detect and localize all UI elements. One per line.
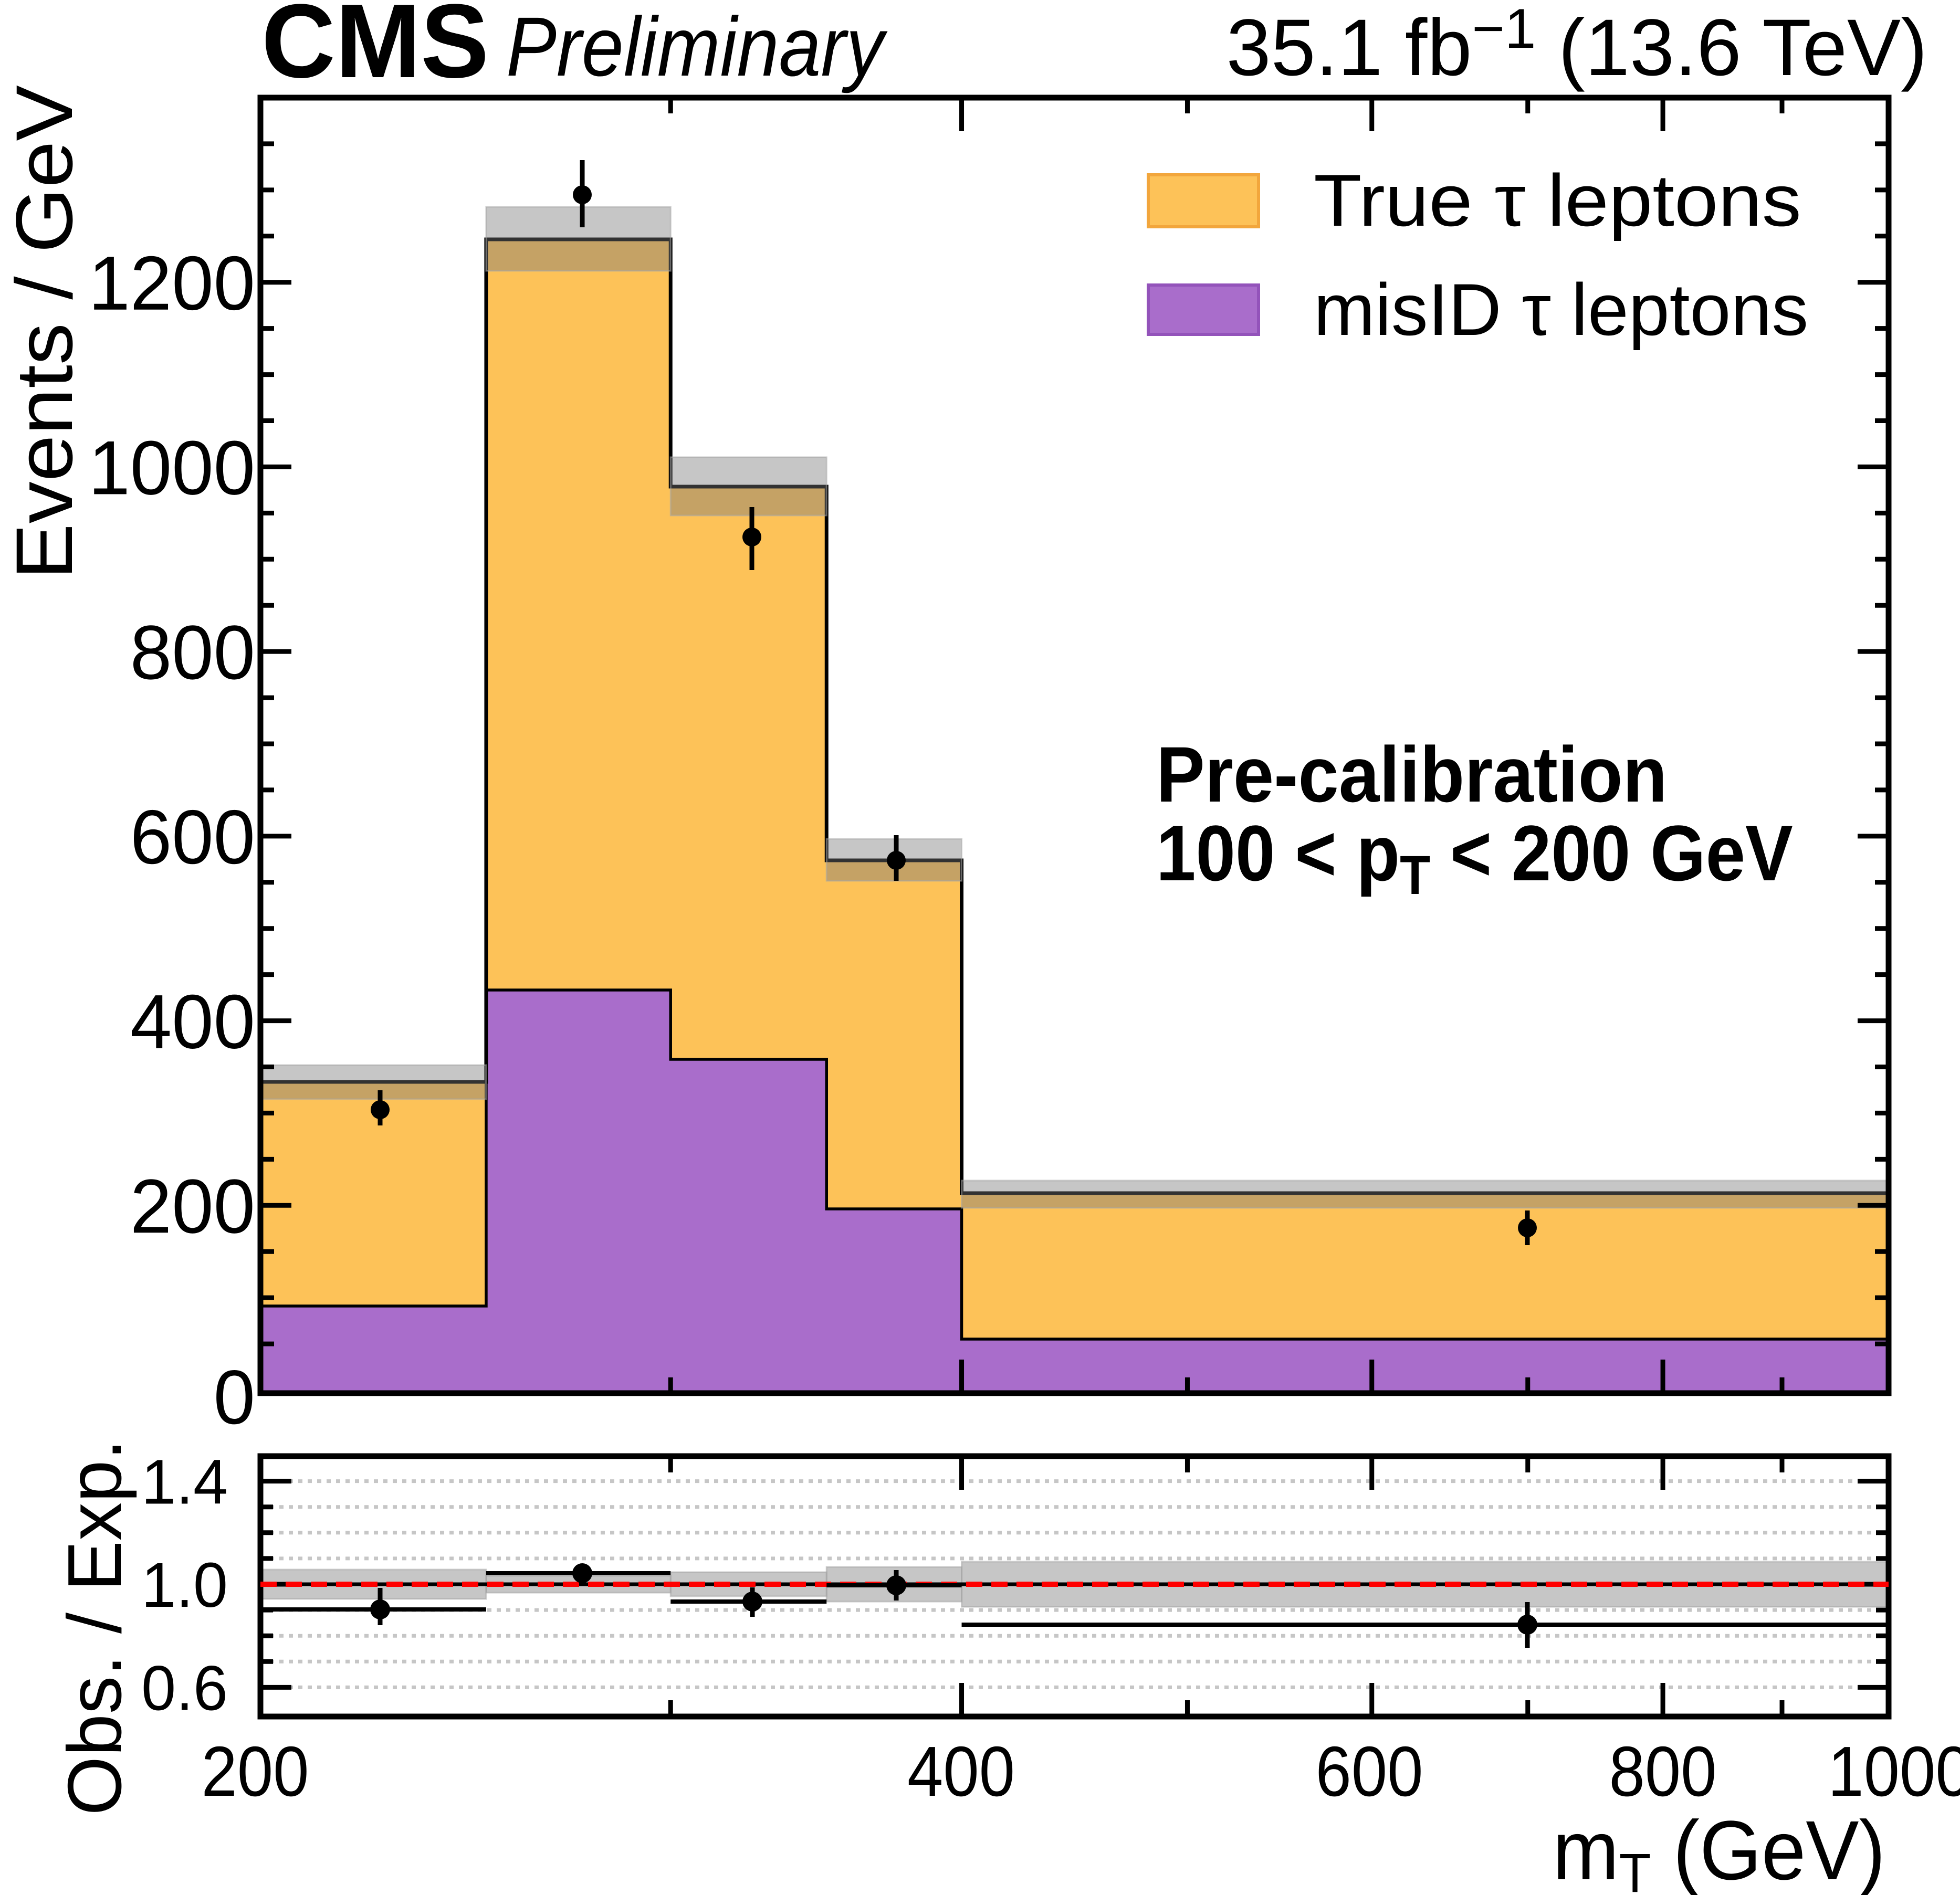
svg-text:200: 200 — [202, 1732, 309, 1812]
svg-text:0: 0 — [214, 1354, 255, 1440]
svg-text:400: 400 — [907, 1732, 1015, 1812]
svg-text:CMS: CMS — [261, 0, 489, 100]
svg-text:1000: 1000 — [1828, 1732, 1960, 1812]
svg-text:100 < pT < 200 GeV: 100 < pT < 200 GeV — [1156, 810, 1793, 906]
svg-text:mT (GeV): mT (GeV) — [1553, 1804, 1885, 1895]
svg-text:Preliminary: Preliminary — [506, 0, 888, 94]
svg-text:600: 600 — [130, 794, 255, 880]
svg-text:800: 800 — [130, 609, 255, 696]
svg-text:400: 400 — [130, 978, 255, 1065]
svg-text:1200: 1200 — [88, 240, 255, 326]
svg-text:600: 600 — [1316, 1732, 1423, 1812]
svg-text:1000: 1000 — [88, 425, 255, 511]
svg-text:Obs. / Exp.: Obs. / Exp. — [52, 1439, 137, 1815]
svg-text:200: 200 — [130, 1163, 255, 1249]
svg-text:35.1 fb−1 (13.6 TeV): 35.1 fb−1 (13.6 TeV) — [1227, 0, 1927, 92]
svg-text:0.6: 0.6 — [141, 1653, 228, 1723]
svg-text:True τ leptons: True τ leptons — [1314, 160, 1801, 241]
svg-text:800: 800 — [1609, 1732, 1717, 1812]
svg-text:misID τ leptons: misID τ leptons — [1314, 268, 1808, 351]
svg-text:Pre-calibration: Pre-calibration — [1156, 730, 1668, 818]
svg-text:1.4: 1.4 — [141, 1447, 228, 1518]
svg-text:1.0: 1.0 — [141, 1550, 228, 1620]
svg-text:Events / GeV: Events / GeV — [0, 85, 89, 580]
